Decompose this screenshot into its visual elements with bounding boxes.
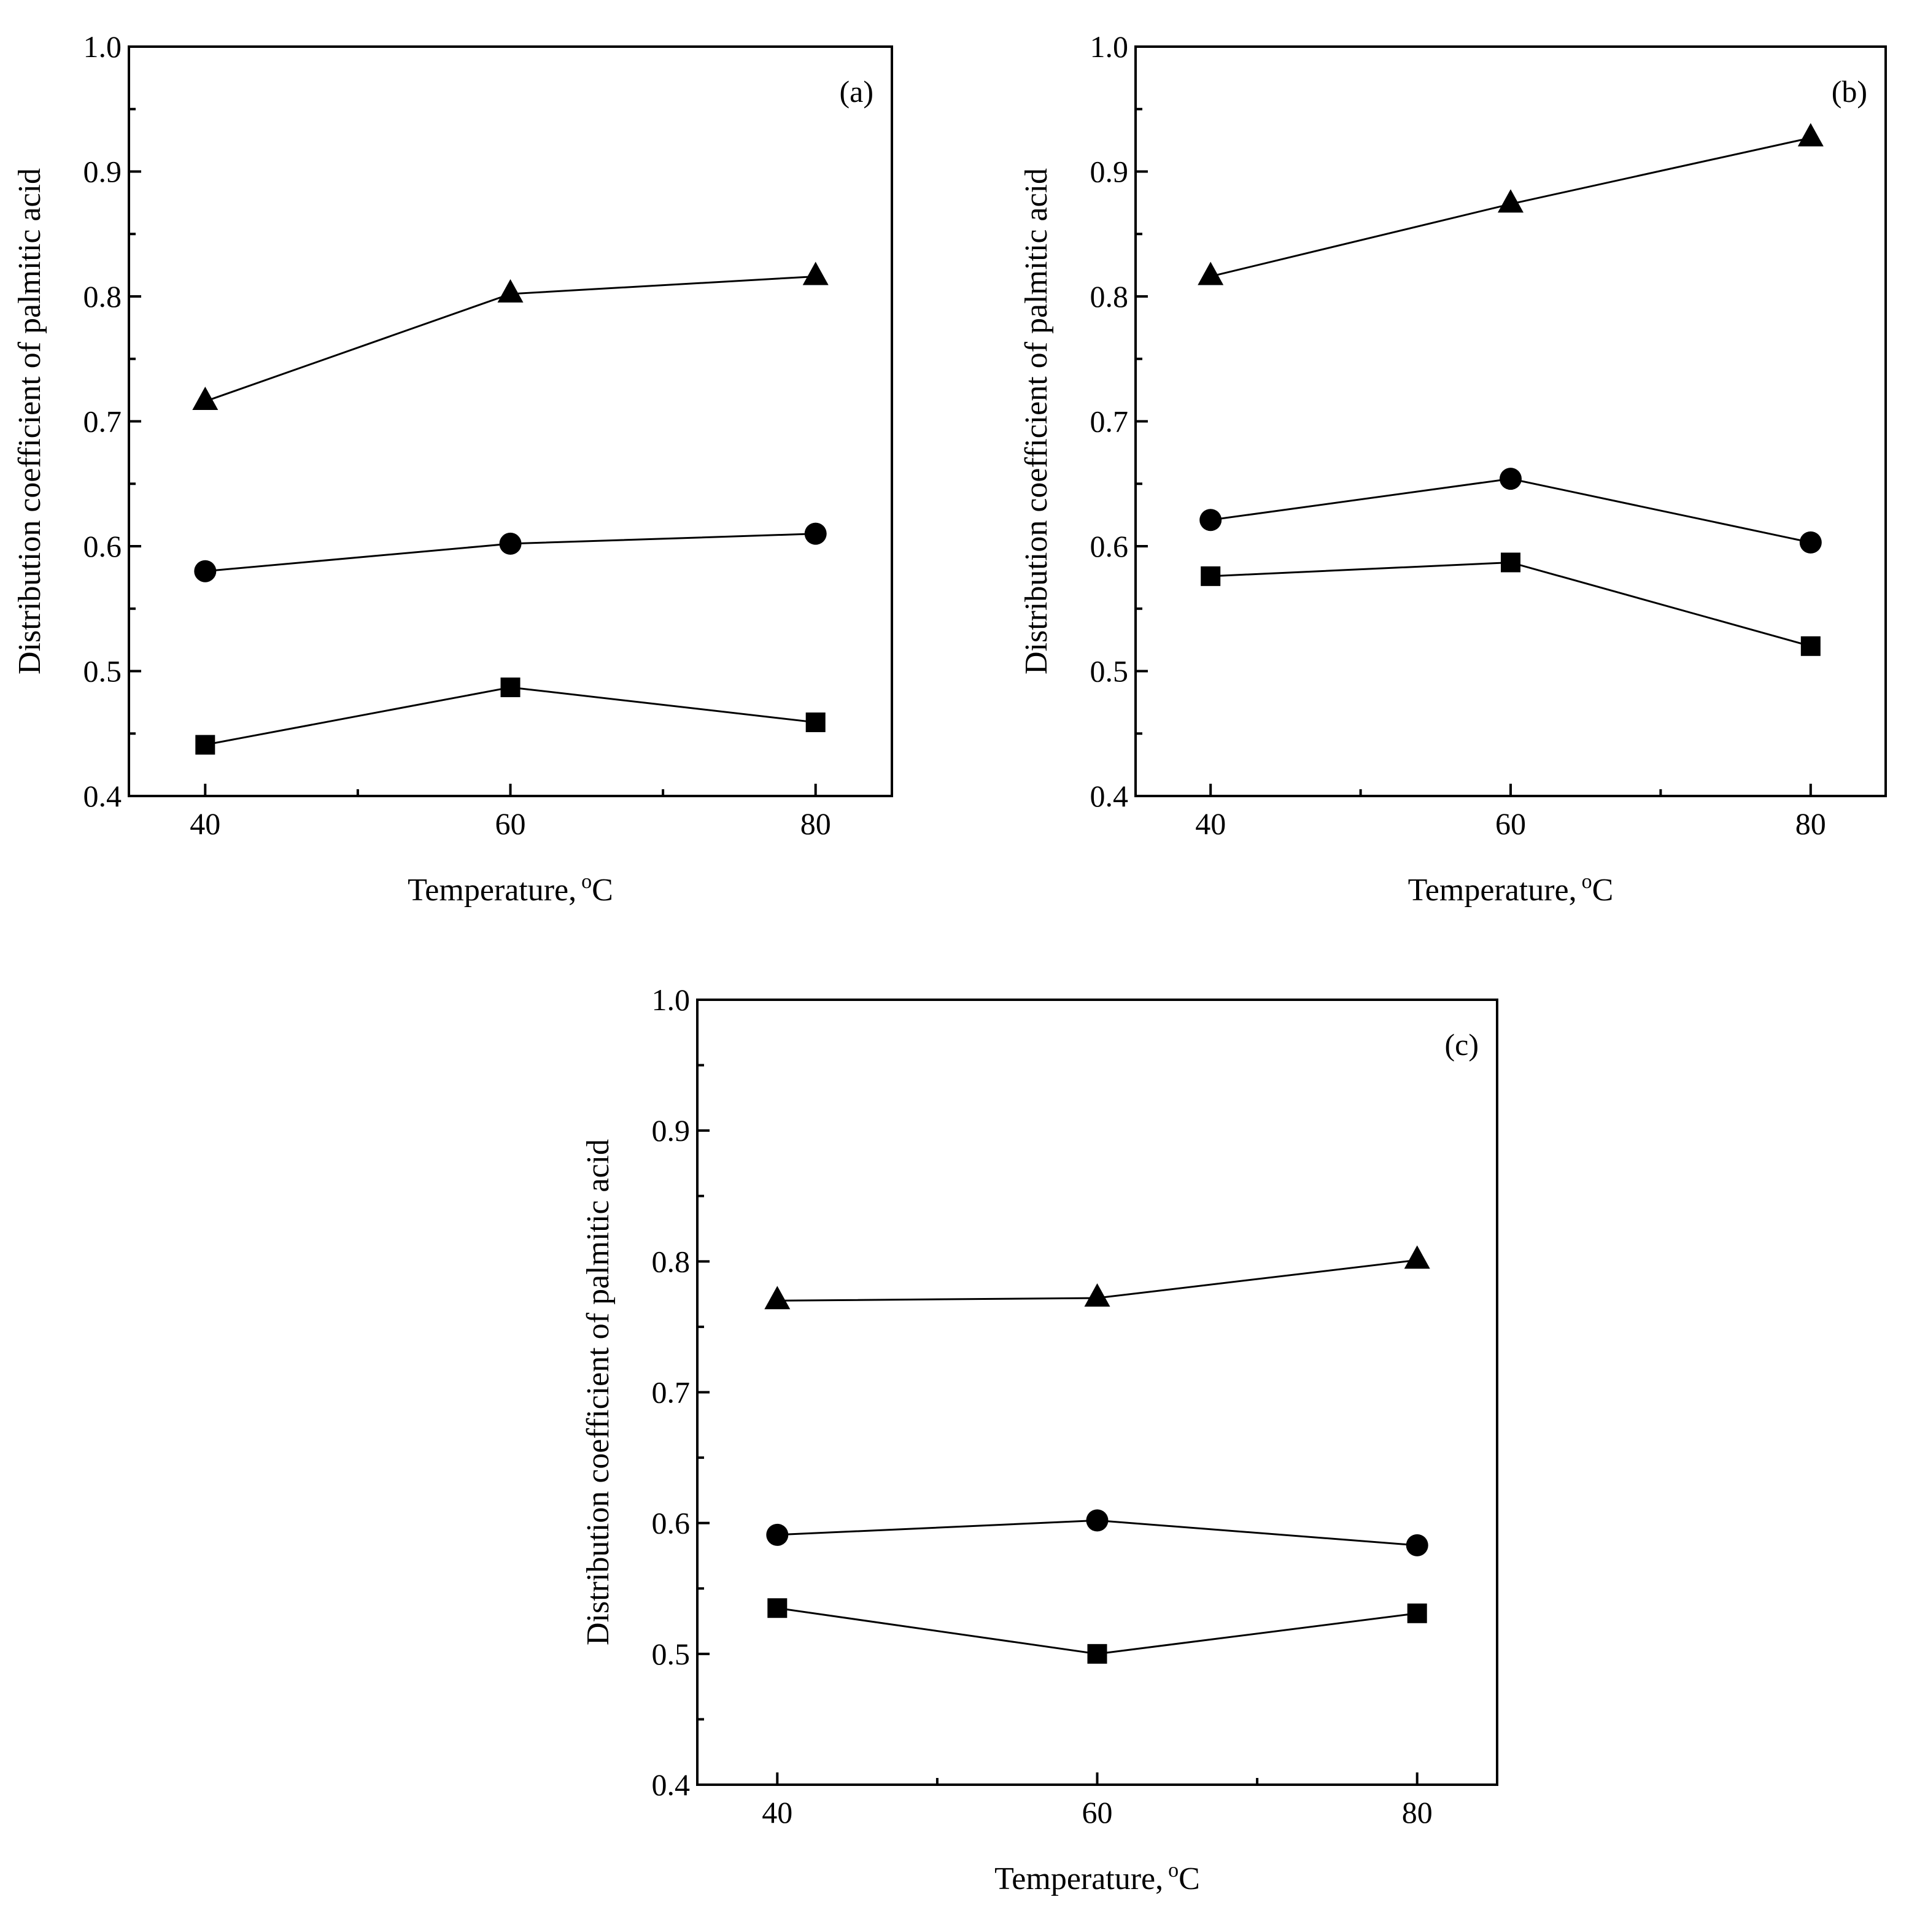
triangle-marker — [497, 279, 524, 303]
x-axis-unit: C — [1592, 873, 1614, 908]
y-tick-label: 1.0 — [652, 983, 691, 1017]
circle-marker — [1406, 1534, 1428, 1556]
x-axis-label: Temperature, oC — [994, 1859, 1200, 1896]
x-tick-label: 60 — [1082, 1795, 1113, 1830]
x-axis-label: Temperature, oC — [1408, 870, 1614, 908]
x-axis-label-text: Temperature, — [994, 1861, 1163, 1896]
square-marker — [195, 735, 215, 755]
degree-sup: o — [1168, 1859, 1179, 1882]
y-tick-label: 0.5 — [1090, 654, 1129, 689]
y-tick-label: 0.8 — [652, 1244, 691, 1278]
y-tick-label: 0.6 — [83, 529, 122, 563]
square-marker — [1800, 636, 1821, 656]
y-tick-label: 0.4 — [83, 779, 122, 813]
square-marker — [1087, 1644, 1107, 1664]
circle-marker — [804, 522, 827, 545]
y-axis-label: Distribution coefficient of palmitic aci… — [1019, 168, 1054, 674]
circle-marker — [194, 560, 217, 582]
y-tick-label: 0.4 — [1090, 779, 1129, 813]
x-tick-label: 60 — [495, 806, 526, 841]
plot-frame — [696, 999, 1498, 1786]
chart-panel-1: 0.4 0.5 0.6 0.7 0.8 0.9 1.0 40 60 80 Temperature, o… — [1019, 29, 1887, 908]
circle-marker — [499, 532, 522, 555]
triangle-marker — [1797, 123, 1824, 147]
y-tick-label: 0.8 — [83, 279, 122, 314]
x-tick-label: 40 — [1195, 806, 1226, 841]
y-tick-label: 0.9 — [1090, 155, 1129, 189]
x-tick-label: 80 — [1402, 1795, 1433, 1830]
y-tick-label: 0.5 — [652, 1637, 691, 1671]
x-tick-label: 80 — [800, 806, 831, 841]
square-marker — [1201, 566, 1221, 586]
y-tick-label: 1.0 — [1090, 29, 1129, 64]
triangle-marker — [1198, 261, 1224, 285]
plot-frame — [1134, 45, 1887, 797]
panel-tag: (c) — [1445, 1027, 1479, 1062]
panel-tag: (a) — [840, 74, 874, 109]
square-marker — [805, 712, 826, 732]
square-marker — [1501, 552, 1520, 573]
triangle-marker — [802, 261, 829, 285]
circle-marker — [1199, 509, 1222, 531]
x-tick-label: 40 — [190, 806, 220, 841]
degree-sup: o — [581, 870, 592, 893]
x-tick-label: 80 — [1795, 806, 1826, 841]
circle-marker — [1086, 1509, 1109, 1532]
y-tick-label: 0.6 — [652, 1506, 691, 1540]
chart-panel-0: 0.4 0.5 0.6 0.7 0.8 0.9 1.0 40 60 80 Temperature, o… — [12, 29, 893, 908]
triangle-marker — [192, 386, 219, 410]
x-axis-label-text: Temperature, — [408, 873, 576, 908]
panel-tag: (b) — [1832, 74, 1867, 109]
y-tick-label: 0.7 — [652, 1375, 691, 1410]
y-axis-label: Distribution coefficient of palmitic aci… — [581, 1139, 616, 1645]
circle-marker — [1799, 531, 1822, 554]
x-tick-label: 60 — [1495, 806, 1526, 841]
y-tick-label: 0.9 — [652, 1113, 691, 1148]
triangle-marker — [1404, 1245, 1430, 1269]
triangle-marker — [1498, 189, 1524, 213]
square-marker — [1407, 1603, 1427, 1623]
y-tick-label: 0.6 — [1090, 529, 1129, 563]
y-tick-label: 0.7 — [83, 404, 122, 439]
y-tick-label: 0.8 — [1090, 279, 1129, 314]
triangle-marker — [764, 1286, 791, 1310]
square-marker — [500, 677, 521, 697]
y-tick-label: 0.5 — [83, 654, 122, 689]
triangle-marker — [1084, 1283, 1110, 1307]
y-tick-label: 0.9 — [83, 155, 122, 189]
y-axis-label: Distribution coefficient of palmitic aci… — [12, 168, 47, 674]
x-axis-unit: C — [1179, 1861, 1200, 1896]
x-axis-unit: C — [592, 873, 613, 908]
circle-marker — [766, 1523, 789, 1546]
square-marker — [767, 1598, 788, 1618]
y-tick-label: 1.0 — [83, 29, 122, 64]
degree-sup: o — [1582, 870, 1592, 893]
chart-panel-2: 0.4 0.5 0.6 0.7 0.8 0.9 1.0 40 60 80 Temperature, o… — [581, 983, 1498, 1896]
x-axis-label-text: Temperature, — [1408, 873, 1577, 908]
x-tick-label: 40 — [762, 1795, 792, 1830]
x-axis-label: Temperature, oC — [408, 870, 613, 908]
circle-marker — [1500, 468, 1522, 490]
y-tick-label: 0.7 — [1090, 404, 1129, 439]
series-line-square — [1210, 561, 1811, 647]
y-tick-label: 0.4 — [652, 1768, 691, 1802]
